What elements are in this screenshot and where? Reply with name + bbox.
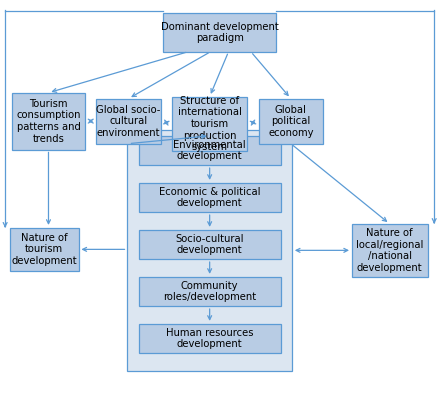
Text: Socio-cultural
development: Socio-cultural development [175,234,244,255]
FancyBboxPatch shape [139,324,281,353]
Text: Environmental
development: Environmental development [173,140,246,161]
FancyBboxPatch shape [9,228,78,271]
FancyBboxPatch shape [139,136,281,165]
FancyBboxPatch shape [139,230,281,259]
FancyBboxPatch shape [172,97,248,151]
Text: Human resources
development: Human resources development [166,328,253,349]
Text: Nature of
tourism
development: Nature of tourism development [11,233,77,266]
Text: Global
political
economy: Global political economy [268,105,314,138]
FancyBboxPatch shape [259,99,323,143]
FancyBboxPatch shape [128,130,292,371]
FancyBboxPatch shape [139,183,281,212]
Text: Community
roles/development: Community roles/development [163,281,256,302]
FancyBboxPatch shape [96,99,161,143]
Text: Economic & political
development: Economic & political development [159,187,260,208]
Text: Nature of
local/regional
/national
development: Nature of local/regional /national devel… [356,228,423,273]
FancyBboxPatch shape [139,277,281,306]
Text: Dominant development
paradigm: Dominant development paradigm [161,22,279,43]
Text: Structure of
international
tourism
production
system: Structure of international tourism produ… [178,96,242,152]
Text: Tourism
consumption
patterns and
trends: Tourism consumption patterns and trends [16,99,81,143]
FancyBboxPatch shape [163,13,277,51]
FancyBboxPatch shape [12,93,85,149]
Text: Global socio-
cultural
environment: Global socio- cultural environment [96,105,161,138]
FancyBboxPatch shape [352,224,428,277]
